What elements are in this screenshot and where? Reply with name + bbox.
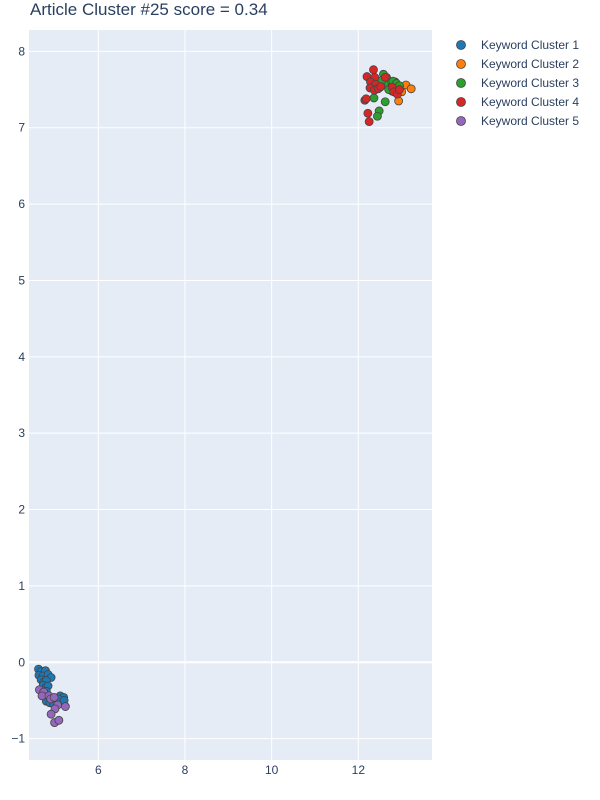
data-point <box>54 715 64 725</box>
data-point <box>361 94 371 104</box>
legend-marker <box>456 97 466 107</box>
legend-item[interactable]: Keyword Cluster 1 <box>456 38 580 52</box>
legend-label: Keyword Cluster 3 <box>481 76 579 90</box>
legend-item[interactable]: Keyword Cluster 3 <box>456 76 580 90</box>
legend-item[interactable]: Keyword Cluster 5 <box>456 114 580 128</box>
data-point <box>46 709 56 719</box>
chart-title: Article Cluster #25 score = 0.34 <box>30 0 268 19</box>
legend-label: Keyword Cluster 5 <box>481 114 579 128</box>
legend-marker <box>456 116 466 126</box>
y-tick-label: 8 <box>18 44 25 58</box>
x-tick-label: 12 <box>352 763 366 777</box>
data-point <box>372 111 382 121</box>
series-5 <box>35 685 70 727</box>
data-points <box>34 65 416 727</box>
gridlines <box>29 30 432 760</box>
data-point <box>376 82 386 91</box>
y-tick-label: 4 <box>18 350 25 364</box>
data-point <box>49 692 59 702</box>
y-tick-label: 2 <box>18 503 25 517</box>
x-tick-label: 6 <box>95 763 102 777</box>
y-tick-label: −1 <box>11 732 25 746</box>
x-axis-ticks: 6 8 10 12 <box>95 763 365 777</box>
legend-label: Keyword Cluster 2 <box>481 57 579 71</box>
data-point <box>406 84 416 94</box>
data-point <box>380 72 390 82</box>
y-tick-label: 5 <box>18 273 25 287</box>
legend[interactable]: Keyword Cluster 1 Keyword Cluster 2 Keywor… <box>456 38 580 128</box>
y-tick-label: 6 <box>18 197 25 211</box>
data-point <box>380 97 390 107</box>
legend-item[interactable]: Keyword Cluster 2 <box>456 57 580 71</box>
y-axis-ticks: −1 0 1 2 3 4 5 6 7 8 <box>11 44 25 745</box>
series-4 <box>360 65 404 127</box>
legend-marker <box>456 59 466 69</box>
plot-area <box>29 30 432 760</box>
x-tick-label: 10 <box>265 763 279 777</box>
data-point <box>363 108 373 118</box>
data-point <box>369 65 378 75</box>
data-point <box>395 85 404 94</box>
y-tick-label: 7 <box>18 121 25 135</box>
legend-marker <box>456 78 466 88</box>
data-point <box>364 117 374 127</box>
legend-item[interactable]: Keyword Cluster 4 <box>456 95 580 109</box>
legend-marker <box>456 40 466 50</box>
legend-label: Keyword Cluster 4 <box>481 95 579 109</box>
data-point <box>369 93 379 103</box>
x-tick-label: 8 <box>182 763 189 777</box>
data-point <box>61 702 70 711</box>
y-tick-label: 0 <box>18 655 25 669</box>
legend-label: Keyword Cluster 1 <box>481 38 579 52</box>
y-tick-label: 3 <box>18 426 25 440</box>
y-tick-label: 1 <box>18 579 25 593</box>
